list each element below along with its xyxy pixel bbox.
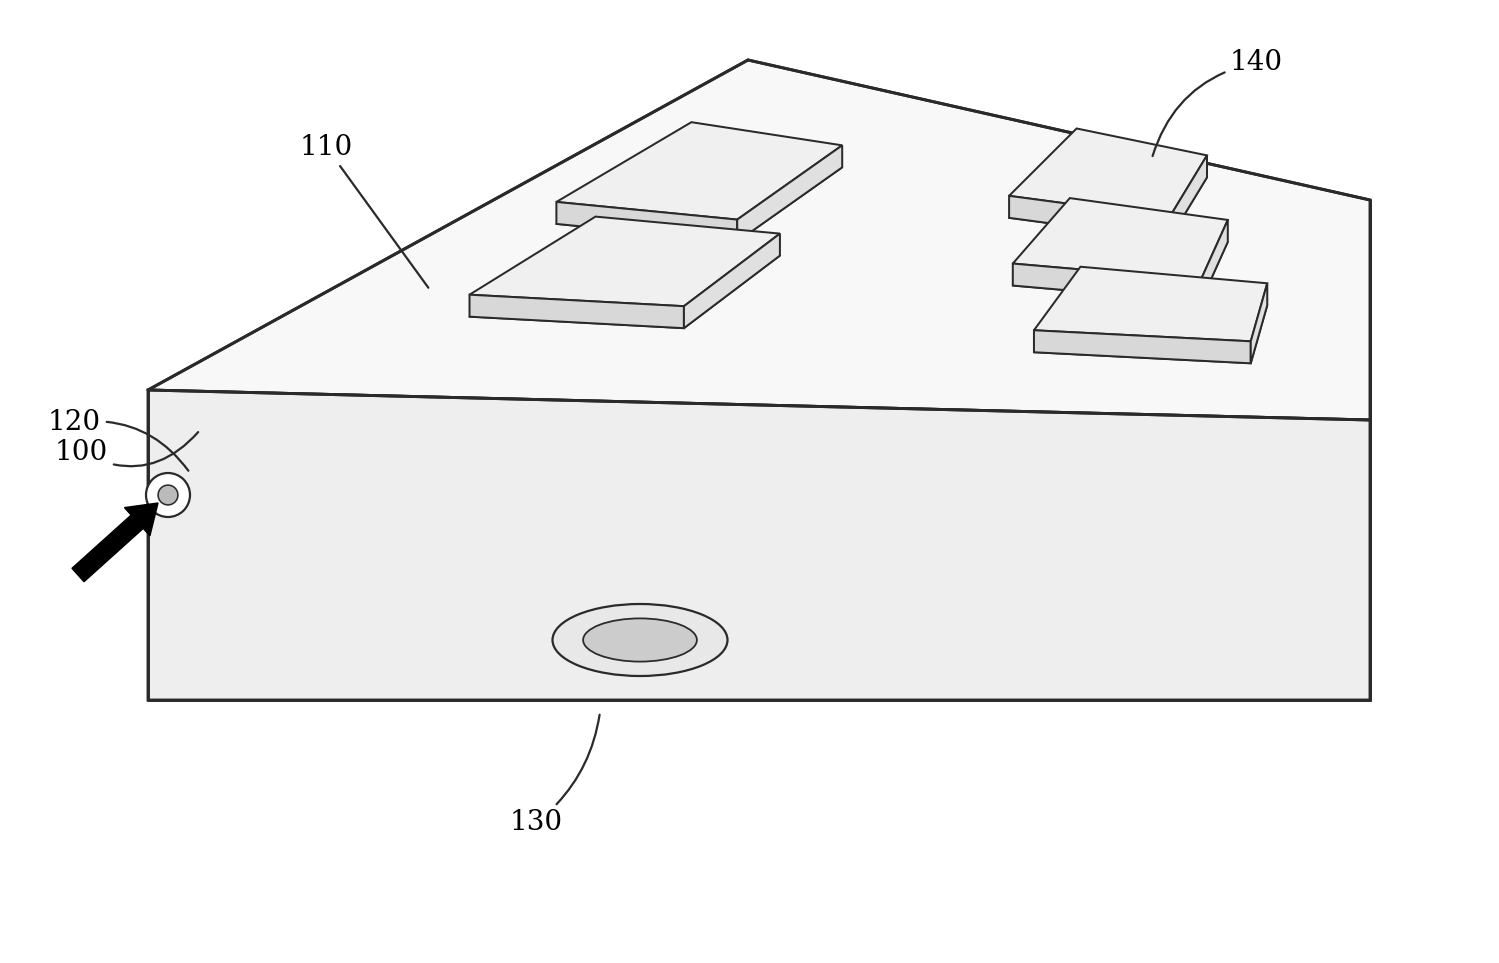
Polygon shape — [1034, 330, 1250, 363]
Text: 110: 110 — [300, 134, 429, 288]
Polygon shape — [1034, 267, 1267, 341]
FancyArrow shape — [72, 503, 157, 582]
Text: 130: 130 — [510, 715, 600, 836]
Polygon shape — [1013, 264, 1201, 301]
Text: 120: 120 — [48, 409, 189, 471]
Polygon shape — [684, 234, 779, 328]
Polygon shape — [556, 122, 842, 220]
Polygon shape — [148, 390, 1370, 700]
Polygon shape — [738, 145, 842, 242]
Circle shape — [145, 473, 190, 517]
Polygon shape — [1201, 220, 1228, 301]
Text: 100: 100 — [55, 432, 198, 466]
Text: 140: 140 — [1153, 49, 1283, 156]
Polygon shape — [1250, 283, 1267, 363]
Polygon shape — [148, 60, 1370, 420]
Polygon shape — [469, 295, 684, 328]
Circle shape — [157, 485, 178, 505]
Ellipse shape — [583, 618, 697, 662]
Polygon shape — [469, 217, 779, 306]
Polygon shape — [1013, 198, 1228, 280]
Polygon shape — [1009, 128, 1207, 218]
Polygon shape — [556, 202, 738, 242]
Polygon shape — [1009, 195, 1169, 239]
Polygon shape — [1169, 155, 1207, 239]
Ellipse shape — [553, 604, 727, 676]
